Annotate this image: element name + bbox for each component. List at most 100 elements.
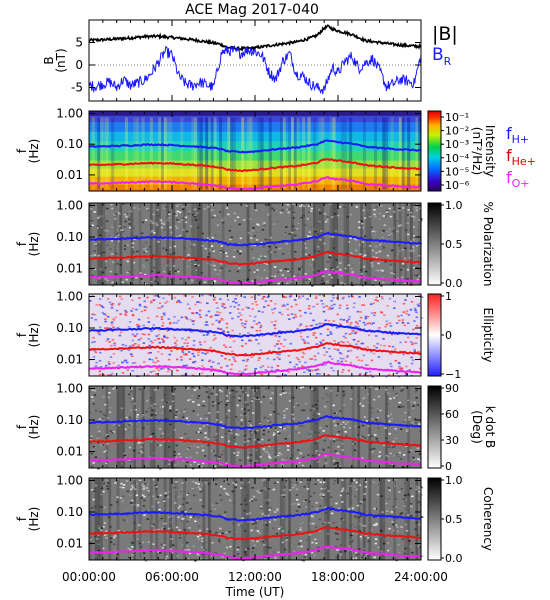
spectrogram-pixel xyxy=(420,516,424,518)
spectrogram-pixel xyxy=(207,262,210,265)
spectrogram-pixel xyxy=(251,308,254,310)
spectrogram-pixel xyxy=(172,460,175,462)
spectrogram-pixel xyxy=(183,408,187,411)
spectrogram-pixel xyxy=(197,486,200,489)
spectrogram-pixel xyxy=(417,545,420,548)
spectrogram-pixel xyxy=(221,302,224,305)
spectrogram-pixel xyxy=(304,402,308,405)
spectrogram-pixel xyxy=(316,412,319,414)
spectrogram-pixel xyxy=(366,450,370,453)
spectrogram-pixel xyxy=(388,322,392,325)
spectrogram-column xyxy=(407,117,411,190)
spectrogram-pixel xyxy=(312,522,315,525)
spectrogram-pixel xyxy=(161,324,164,327)
spectrogram-pixel xyxy=(349,538,352,541)
spectrogram-column xyxy=(324,478,327,560)
spectrogram-pixel xyxy=(139,337,143,340)
spectrogram-pixel xyxy=(262,226,265,229)
spectrogram-pixel xyxy=(162,340,165,342)
spectrogram-pixel xyxy=(279,402,283,404)
spectrogram-pixel xyxy=(175,416,178,419)
spectrogram-pixel xyxy=(104,403,107,406)
spectrogram-pixel xyxy=(182,258,185,260)
spectrogram-pixel xyxy=(340,360,344,363)
spectrogram-pixel xyxy=(262,479,265,482)
spectrogram-pixel xyxy=(173,454,176,457)
spectrogram-pixel xyxy=(185,316,188,319)
spectrogram-pixel xyxy=(93,350,97,352)
spectrogram-pixel xyxy=(230,350,234,353)
spectrogram-pixel xyxy=(387,465,391,468)
spectrogram-pixel xyxy=(407,418,411,421)
spectrogram-pixel xyxy=(201,553,205,555)
spectrogram-pixel xyxy=(146,483,149,486)
spectrogram-pixel xyxy=(208,360,211,363)
spectrogram-pixel xyxy=(362,243,365,245)
spectrogram-pixel xyxy=(261,540,265,543)
spectrogram-pixel xyxy=(406,268,410,271)
spectrogram-pixel xyxy=(295,402,299,405)
spectrogram-pixel xyxy=(299,425,302,427)
spectrogram-pixel xyxy=(322,306,326,308)
spectrogram-pixel xyxy=(114,482,117,484)
spectrogram-column xyxy=(243,478,247,560)
spectrogram-pixel xyxy=(283,547,286,550)
spectrogram-pixel xyxy=(97,549,101,552)
spectrogram-pixel xyxy=(329,254,332,257)
spectrogram-pixel xyxy=(319,481,322,484)
spectrogram-pixel xyxy=(191,320,194,323)
spectrogram-pixel xyxy=(330,267,333,270)
spectrogram-pixel xyxy=(138,325,141,328)
spectrogram-pixel xyxy=(130,210,133,213)
spectrogram-pixel xyxy=(113,214,116,216)
spectrogram-pixel xyxy=(168,459,171,462)
spectrogram-pixel xyxy=(307,433,311,436)
spectrogram-pixel xyxy=(296,273,299,276)
spectrogram-pixel xyxy=(251,326,254,329)
spectrogram-pixel xyxy=(402,245,405,247)
spectrogram-column xyxy=(302,203,305,285)
spectrogram-pixel xyxy=(262,448,266,450)
spectrogram-pixel xyxy=(99,529,103,532)
spectrogram-pixel xyxy=(273,324,277,327)
spectrogram-pixel xyxy=(394,498,397,500)
spectrogram-pixel xyxy=(193,215,197,218)
spectrogram-pixel xyxy=(326,401,329,403)
spectrogram-pixel xyxy=(129,390,133,393)
spectrogram-pixel xyxy=(310,203,313,206)
spectrogram-pixel xyxy=(213,436,216,438)
spectrogram-pixel xyxy=(151,229,154,232)
spectrogram-pixel xyxy=(169,521,172,523)
y-tick-label: 0.01 xyxy=(56,537,83,551)
spectrogram-pixel xyxy=(212,339,215,341)
spectrogram-pixel xyxy=(337,445,340,448)
spectrogram-pixel xyxy=(249,387,252,389)
spectrogram-pixel xyxy=(323,507,327,509)
spectrogram-pixel xyxy=(140,386,144,389)
spectrogram-pixel xyxy=(182,365,185,367)
spectrogram-column xyxy=(230,117,234,190)
spectrogram-column xyxy=(246,478,250,560)
spectrogram-pixel xyxy=(340,340,343,343)
spectrogram-pixel xyxy=(249,271,252,274)
spectrogram-pixel xyxy=(292,217,295,219)
spectrogram-pixel xyxy=(193,461,196,463)
spectrogram-pixel xyxy=(124,309,127,312)
spectrogram-pixel xyxy=(294,210,297,213)
spectrogram-pixel xyxy=(119,274,122,276)
spectrogram-pixel xyxy=(267,418,270,420)
spectrogram-pixel xyxy=(365,371,368,374)
spectrogram-pixel xyxy=(166,330,169,332)
spectrogram-pixel xyxy=(122,511,125,514)
spectrogram-pixel xyxy=(123,226,126,228)
spectrogram-pixel xyxy=(238,370,241,372)
spectrogram-pixel xyxy=(348,315,351,318)
spectrogram-pixel xyxy=(269,300,273,302)
spectrogram-pixel xyxy=(306,336,309,338)
spectrogram-pixel xyxy=(354,526,357,528)
spectrogram-pixel xyxy=(258,532,261,534)
spectrogram-pixel xyxy=(189,508,192,510)
spectrogram-pixel xyxy=(171,400,175,403)
spectrogram-pixel xyxy=(244,320,248,323)
